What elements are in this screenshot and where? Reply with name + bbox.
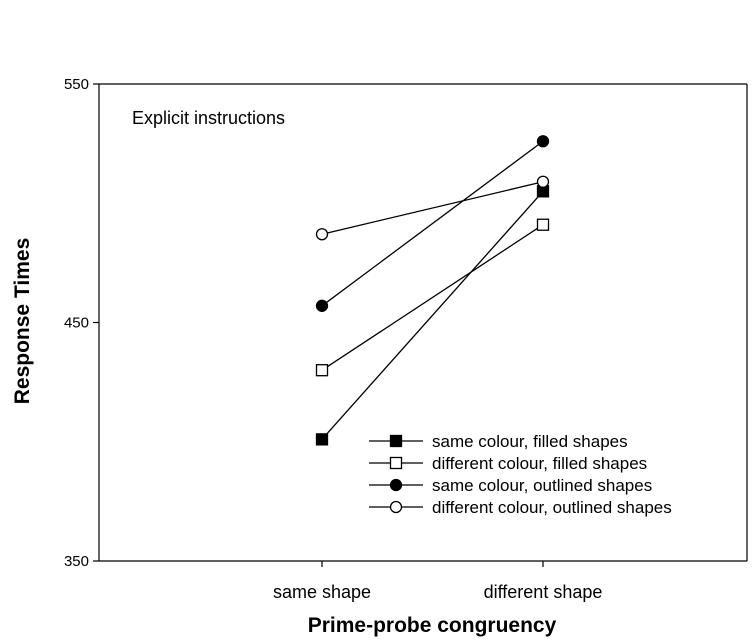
legend-label: different colour, filled shapes bbox=[432, 454, 647, 473]
legend-marker bbox=[389, 478, 403, 492]
x-axis-label: Prime-probe congruency bbox=[308, 614, 557, 637]
series-line bbox=[321, 181, 544, 235]
axes: 350 450 550 same shape different shape bbox=[64, 76, 748, 602]
chart-annotation: Explicit instructions bbox=[132, 108, 285, 128]
series-line bbox=[321, 190, 544, 440]
legend-label: different colour, outlined shapes bbox=[432, 498, 672, 517]
series-3 bbox=[315, 135, 550, 312]
data-point bbox=[315, 364, 329, 377]
legend: same colour, filled shapes different colo… bbox=[369, 432, 672, 517]
series-4 bbox=[315, 175, 550, 241]
legend-label: same colour, filled shapes bbox=[432, 432, 628, 451]
data-point bbox=[536, 175, 550, 188]
data-point bbox=[536, 135, 550, 148]
legend-entry: same colour, filled shapes bbox=[369, 432, 628, 451]
legend-marker bbox=[389, 500, 403, 514]
legend-entry: same colour, outlined shapes bbox=[369, 476, 652, 495]
series-layer bbox=[315, 135, 550, 446]
legend-label: same colour, outlined shapes bbox=[432, 476, 652, 495]
legend-entry: different colour, outlined shapes bbox=[369, 498, 672, 517]
data-point bbox=[315, 433, 329, 446]
series-line bbox=[321, 224, 544, 371]
legend-marker bbox=[389, 456, 403, 470]
legend-marker bbox=[389, 434, 403, 448]
series-2 bbox=[315, 218, 550, 377]
series-1 bbox=[315, 185, 550, 446]
series-line bbox=[321, 140, 544, 307]
y-axis-label: Response Times bbox=[11, 238, 34, 405]
y-tick-label: 350 bbox=[64, 553, 89, 570]
data-point bbox=[536, 218, 550, 231]
data-point bbox=[315, 228, 329, 241]
data-point bbox=[315, 299, 329, 312]
x-tick-label: same shape bbox=[273, 582, 371, 602]
y-tick-label: 450 bbox=[64, 315, 89, 332]
legend-entry: different colour, filled shapes bbox=[369, 454, 647, 473]
y-tick-label: 550 bbox=[64, 76, 89, 93]
x-tick-label: different shape bbox=[484, 582, 603, 602]
